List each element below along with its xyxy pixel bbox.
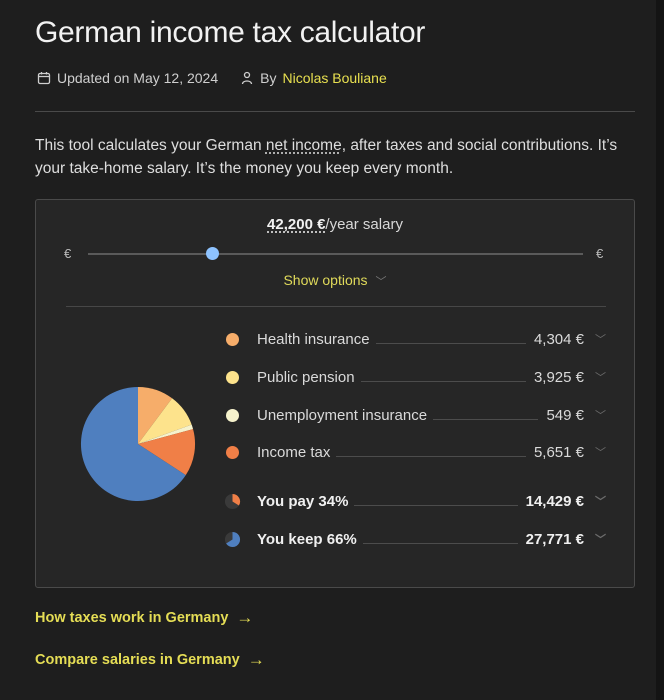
- legend-dot: [226, 445, 239, 459]
- you-pay-row[interactable]: You pay 34% 14,429 € ﹀: [224, 489, 606, 513]
- breakdown-row[interactable]: Health insurance 4,304 € ﹀: [226, 327, 606, 351]
- updated-text: Updated on May 12, 2024: [57, 70, 219, 86]
- chevron-down-icon: ﹀: [595, 410, 606, 422]
- leader-line: [360, 380, 526, 382]
- leader-line: [375, 342, 526, 344]
- salary-value[interactable]: 42,200 €: [267, 216, 326, 233]
- leader-line: [336, 455, 526, 457]
- net-income-link[interactable]: net income: [265, 137, 342, 154]
- pie-slice-pension: [138, 398, 192, 444]
- arrow-right-icon: →: [236, 608, 254, 627]
- breakdown-label: Unemployment insurance: [257, 406, 428, 424]
- breakdown-value: 5,651 €: [533, 443, 584, 461]
- intro-paragraph: This tool calculates your German net inc…: [35, 134, 625, 180]
- breakdown-value: 549 €: [546, 406, 584, 424]
- how-taxes-link[interactable]: How taxes work in Germany →: [35, 608, 253, 628]
- breakdown-row[interactable]: Income tax 5,651 € ﹀: [226, 440, 606, 464]
- show-options-label: Show options: [283, 272, 368, 288]
- how-taxes-label: How taxes work in Germany: [35, 610, 229, 626]
- arrow-right-icon: →: [247, 650, 265, 669]
- by-label: By: [260, 70, 277, 86]
- person-icon: [241, 71, 253, 85]
- breakdown-row[interactable]: Unemployment insurance 549 € ﹀: [226, 403, 606, 427]
- intro-text-2: , after taxes and social contributions. …: [35, 137, 618, 177]
- breakdown-pie-chart: [80, 386, 196, 502]
- legend-dot: [226, 370, 239, 384]
- breakdown-value: 4,304 €: [533, 330, 584, 348]
- leader-line: [362, 542, 518, 544]
- show-options-button[interactable]: Show options ﹀: [36, 272, 634, 289]
- chevron-down-icon: ﹀: [595, 334, 606, 346]
- salary-slider-track[interactable]: [88, 253, 583, 255]
- compare-salaries-link[interactable]: Compare salaries in Germany →: [35, 650, 265, 670]
- pie-slice-keep: [80, 386, 186, 502]
- pay-share-icon: [224, 493, 257, 510]
- author-info: By Nicolas Bouliane: [240, 70, 387, 86]
- page-title: German income tax calculator: [35, 16, 426, 49]
- breakdown-label: Health insurance: [257, 330, 370, 348]
- chevron-down-icon: ﹀: [595, 372, 606, 384]
- salary-slider-thumb[interactable]: [205, 247, 219, 260]
- updated-date: Updated on May 12, 2024: [37, 70, 218, 86]
- chevron-down-icon: ﹀: [595, 447, 606, 459]
- article-meta: Updated on May 12, 2024 By Nicolas Bouli…: [37, 70, 409, 86]
- keep-share-icon: [224, 531, 257, 548]
- intro-text-1: This tool calculates your German: [35, 137, 266, 154]
- total-label: You keep 66%: [257, 530, 357, 548]
- leader-line: [433, 418, 539, 420]
- breakdown-value: 3,925 €: [533, 368, 584, 386]
- pie-slice-income-tax: [138, 429, 196, 476]
- leader-line: [354, 504, 518, 506]
- panel-divider: [66, 306, 606, 307]
- chevron-down-icon: ﹀: [375, 276, 387, 288]
- total-value: 27,771 €: [525, 530, 584, 548]
- legend-dot: [226, 408, 239, 422]
- calendar-icon: [37, 72, 51, 85]
- pie-slice-health: [138, 386, 173, 444]
- you-keep-row[interactable]: You keep 66% 27,771 € ﹀: [224, 527, 606, 551]
- total-value: 14,429 €: [525, 492, 584, 510]
- breakdown-row[interactable]: Public pension 3,925 € ﹀: [226, 365, 606, 389]
- chevron-down-icon: ﹀: [595, 534, 606, 546]
- calculator-panel: 42,200 €/year salary € € Show options ﹀ H…: [35, 199, 635, 588]
- window-edge: [656, 0, 664, 700]
- pie-slice-unemployment: [138, 424, 194, 444]
- compare-salaries-label: Compare salaries in Germany: [35, 652, 240, 668]
- legend-dot: [226, 332, 239, 346]
- chevron-down-icon: ﹀: [595, 496, 606, 508]
- breakdown-label: Income tax: [257, 443, 331, 461]
- slider-min-currency: €: [64, 246, 72, 261]
- divider: [35, 111, 635, 112]
- total-label: You pay 34%: [257, 492, 349, 510]
- slider-max-currency: €: [596, 246, 604, 261]
- author-link[interactable]: Nicolas Bouliane: [282, 70, 387, 86]
- salary-display: 42,200 €/year salary: [36, 216, 634, 233]
- breakdown-label: Public pension: [257, 368, 355, 386]
- salary-suffix: /year salary: [325, 216, 403, 233]
